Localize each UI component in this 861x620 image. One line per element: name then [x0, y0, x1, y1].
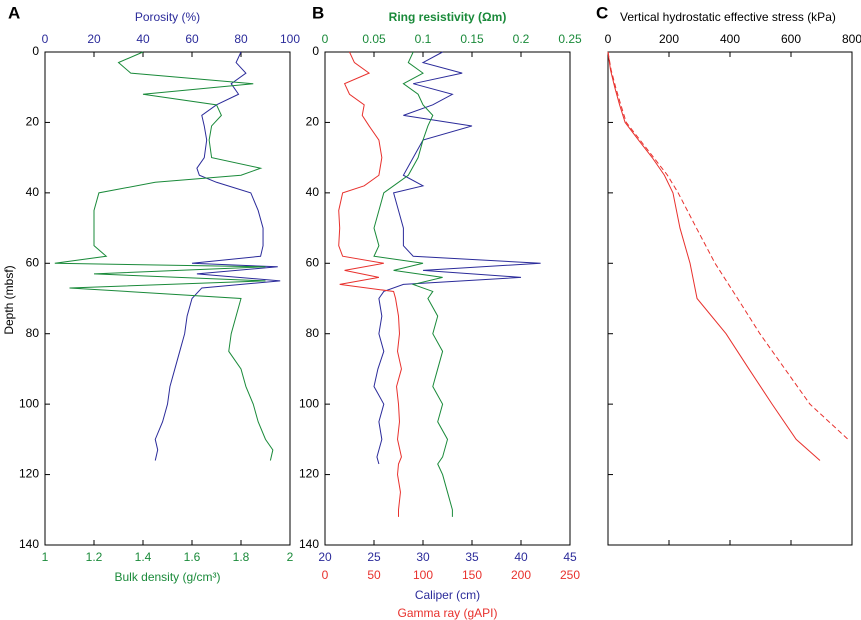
x-tick-label: 1.2 — [86, 550, 103, 564]
y-tick-label: 100 — [19, 396, 39, 410]
profile-line — [154, 51, 281, 461]
x-tick-label: 2 — [287, 550, 294, 564]
y-tick-label: 0 — [32, 44, 39, 58]
x-tick-label: 0.1 — [415, 32, 432, 46]
x-tick-label: 40 — [136, 32, 150, 46]
plot-frame — [324, 51, 571, 546]
y-tick-label: 40 — [26, 185, 40, 199]
x-tick-label: 1.4 — [135, 550, 152, 564]
x-tick-label: 35 — [465, 550, 479, 564]
x-tick-label: 30 — [416, 550, 430, 564]
x-tick-label: 80 — [234, 32, 248, 46]
panel-letter: B — [312, 3, 324, 22]
x-tick-label: 0.15 — [460, 32, 484, 46]
axis-label: Ring resistivity (Ωm) — [389, 10, 507, 24]
panel-letter: C — [596, 3, 608, 22]
x-tick-label: 20 — [318, 550, 332, 564]
panel-letter: A — [8, 3, 20, 22]
y-axis-label: Depth (mbsf) — [2, 265, 16, 334]
y-tick-label: 120 — [19, 467, 39, 481]
y-tick-label: 100 — [299, 396, 319, 410]
profile-line — [607, 51, 821, 461]
x-tick-label: 25 — [367, 550, 381, 564]
x-tick-label: 1.6 — [184, 550, 201, 564]
x-tick-label: 800 — [842, 32, 861, 46]
profile-line — [373, 51, 541, 465]
x-tick-label: 150 — [462, 568, 482, 582]
profile-line — [373, 51, 453, 517]
y-tick-label: 140 — [19, 537, 39, 551]
plot-frame — [607, 51, 853, 546]
y-tick-label: 20 — [26, 115, 40, 129]
x-tick-label: 0 — [322, 568, 329, 582]
x-tick-label: 0.25 — [558, 32, 582, 46]
y-tick-label: 0 — [312, 44, 319, 58]
axis-label: Vertical hydrostatic effective stress (k… — [620, 10, 836, 24]
x-tick-label: 200 — [511, 568, 531, 582]
x-tick-label: 100 — [280, 32, 300, 46]
x-tick-label: 0 — [322, 32, 329, 46]
axis-label: Bulk density (g/cm³) — [114, 570, 220, 584]
y-tick-label: 80 — [26, 326, 40, 340]
y-tick-label: 40 — [306, 185, 320, 199]
x-tick-label: 0.2 — [513, 32, 530, 46]
x-tick-label: 250 — [560, 568, 580, 582]
y-tick-label: 140 — [299, 537, 319, 551]
axis-label: Porosity (%) — [135, 10, 200, 24]
x-tick-label: 200 — [659, 32, 679, 46]
y-tick-label: 60 — [306, 255, 320, 269]
profile-line — [607, 51, 849, 440]
axis-label: Caliper (cm) — [415, 588, 480, 602]
x-tick-label: 1 — [42, 550, 49, 564]
axis-label: Gamma ray (gAPI) — [397, 606, 497, 620]
x-tick-label: 45 — [563, 550, 577, 564]
x-tick-label: 1.8 — [233, 550, 250, 564]
x-tick-label: 60 — [185, 32, 199, 46]
profile-line — [338, 51, 402, 517]
y-tick-label: 120 — [299, 467, 319, 481]
x-tick-label: 40 — [514, 550, 528, 564]
x-tick-label: 0 — [605, 32, 612, 46]
x-tick-label: 100 — [413, 568, 433, 582]
x-tick-label: 20 — [87, 32, 101, 46]
y-tick-label: 20 — [306, 115, 320, 129]
plot-frame — [44, 51, 291, 546]
x-tick-label: 50 — [367, 568, 381, 582]
y-tick-label: 60 — [26, 255, 40, 269]
profile-line — [54, 51, 274, 461]
x-tick-label: 0.05 — [362, 32, 386, 46]
x-tick-label: 400 — [720, 32, 740, 46]
x-tick-label: 0 — [42, 32, 49, 46]
y-tick-label: 80 — [306, 326, 320, 340]
x-tick-label: 600 — [781, 32, 801, 46]
